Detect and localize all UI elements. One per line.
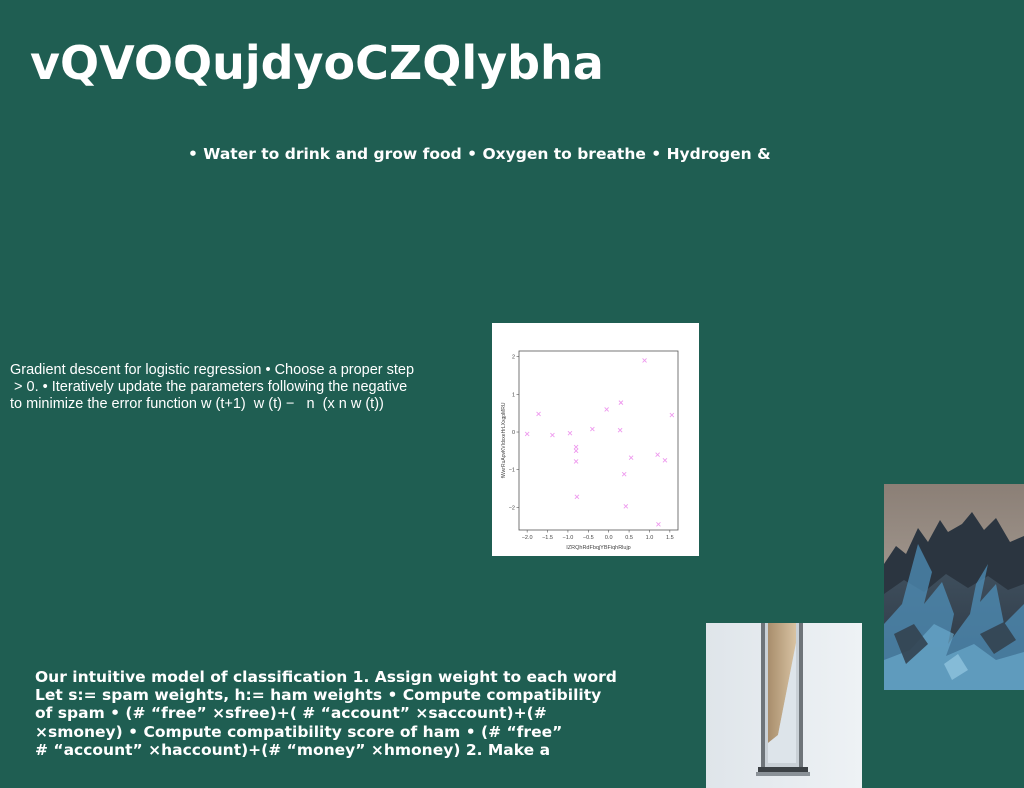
slide-title: vQVOQujdyoCZQlybha	[30, 34, 604, 92]
y-tick-label: 0	[512, 430, 515, 436]
y-tick-label: −1	[509, 468, 515, 474]
classification-line: # “account” ×haccount)+(# “money” ×hmone…	[35, 741, 675, 759]
classification-text: Our intuitive model of classification 1.…	[35, 668, 675, 759]
y-tick-label: 2	[512, 355, 515, 361]
scatter-point	[574, 449, 578, 453]
y-tick-label: −2	[509, 505, 515, 511]
scatter-point	[656, 522, 660, 526]
x-axis-label: IZRQhRdFbqjYBFiqhRlujp	[566, 545, 631, 551]
scatter-point	[574, 445, 578, 449]
scatter-point	[670, 413, 674, 417]
scatter-point	[618, 428, 622, 432]
mountain-landscape-image	[884, 484, 1024, 690]
scatter-plot: −2.0 −1.5 −1.0 −0.5 0.0 0.5 1.0 1.5 −2 −1 0 1 2 IZRQ…	[492, 323, 699, 556]
x-tick-label: 1.5	[666, 535, 674, 541]
x-tick-label: −0.5	[583, 535, 594, 541]
gradient-descent-text: Gradient descent for logistic regression…	[10, 362, 480, 413]
x-tick-label: 0.0	[605, 535, 613, 541]
x-tick-label: −1.5	[542, 535, 553, 541]
scatter-point	[537, 412, 541, 416]
window-photo	[706, 623, 862, 788]
scatter-point	[643, 358, 647, 362]
scatter-points	[525, 358, 674, 526]
window-frame-image	[706, 623, 862, 788]
scatter-point	[629, 456, 633, 460]
mountain-photo	[884, 484, 1024, 690]
scatter-point	[590, 427, 594, 431]
y-tick-label: 1	[512, 392, 515, 398]
scatter-point	[656, 453, 660, 457]
scatter-point	[619, 401, 623, 405]
scatter-point	[574, 459, 578, 463]
scatter-point	[622, 472, 626, 476]
x-tick-label: −1.0	[562, 535, 573, 541]
classification-line: Our intuitive model of classification 1.…	[35, 668, 675, 686]
classification-line: Let s:= spam weights, h:= ham weights • …	[35, 686, 675, 704]
gradient-line: Gradient descent for logistic regression…	[10, 362, 480, 379]
plot-frame	[519, 351, 678, 530]
scatter-point	[525, 432, 529, 436]
scatter-point	[575, 495, 579, 499]
scatter-point	[605, 407, 609, 411]
scatter-point	[624, 504, 628, 508]
scatter-point	[550, 433, 554, 437]
gradient-line: to minimize the error function w (t+1) w…	[10, 396, 480, 413]
y-axis-label: fWwrRuApvKVIdxxeHrLXxgpMRU	[501, 402, 507, 478]
resource-bullets: • Water to drink and grow food • Oxygen …	[188, 144, 771, 164]
scatter-point	[568, 431, 572, 435]
scatter-plot-card: −2.0 −1.5 −1.0 −0.5 0.0 0.5 1.0 1.5 −2 −1 0 1 2 IZRQ…	[492, 323, 699, 556]
scatter-point	[663, 458, 667, 462]
gradient-line: > 0. • Iteratively update the parameters…	[10, 379, 480, 396]
classification-line: ×smoney) • Compute compatibility score o…	[35, 723, 675, 741]
x-tick-label: 1.0	[646, 535, 654, 541]
x-tick-label: −2.0	[522, 535, 533, 541]
classification-line: of spam • (# “free” ×sfree)+( # “account…	[35, 704, 675, 722]
axis-ticks: −2.0 −1.5 −1.0 −0.5 0.0 0.5 1.0 1.5 −2 −1 0 1 2	[509, 355, 674, 541]
x-tick-label: 0.5	[625, 535, 633, 541]
